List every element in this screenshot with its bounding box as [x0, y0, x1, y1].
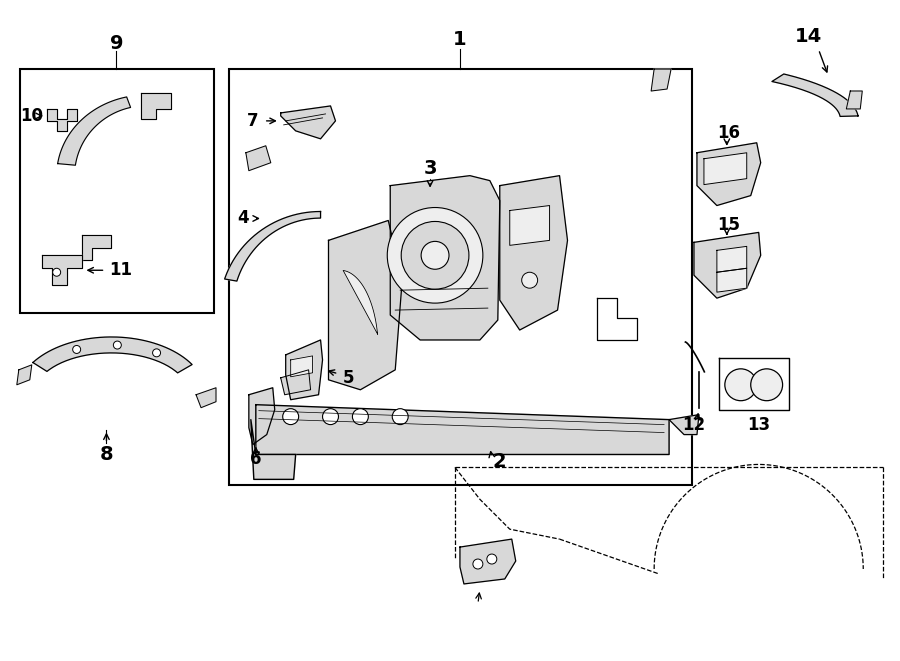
- Polygon shape: [246, 146, 271, 171]
- Circle shape: [522, 272, 537, 288]
- Polygon shape: [248, 388, 274, 444]
- Polygon shape: [669, 414, 699, 434]
- Polygon shape: [772, 74, 858, 116]
- Bar: [229, 69, 692, 485]
- Circle shape: [421, 241, 449, 269]
- Text: 14: 14: [795, 26, 822, 46]
- Polygon shape: [17, 365, 32, 385]
- Polygon shape: [285, 340, 322, 400]
- Polygon shape: [697, 143, 760, 206]
- Circle shape: [283, 408, 299, 424]
- Polygon shape: [33, 337, 192, 373]
- Text: 16: 16: [717, 124, 741, 142]
- Text: 9: 9: [110, 34, 123, 53]
- Polygon shape: [225, 212, 320, 281]
- Text: 13: 13: [747, 416, 770, 434]
- Polygon shape: [47, 109, 76, 131]
- Circle shape: [392, 408, 409, 424]
- Polygon shape: [694, 233, 760, 298]
- Circle shape: [401, 221, 469, 289]
- Text: 10: 10: [21, 107, 43, 125]
- Circle shape: [53, 268, 60, 276]
- Polygon shape: [717, 247, 747, 272]
- Polygon shape: [704, 153, 747, 184]
- Circle shape: [322, 408, 338, 424]
- Polygon shape: [460, 539, 516, 584]
- Circle shape: [487, 554, 497, 564]
- Text: 3: 3: [423, 159, 436, 178]
- Text: 11: 11: [110, 261, 132, 279]
- Circle shape: [73, 346, 81, 354]
- Text: 1: 1: [453, 30, 467, 49]
- Polygon shape: [281, 370, 310, 395]
- Polygon shape: [82, 235, 112, 260]
- Polygon shape: [717, 268, 747, 292]
- Polygon shape: [598, 298, 637, 340]
- Polygon shape: [196, 388, 216, 408]
- Circle shape: [153, 349, 160, 357]
- Text: 4: 4: [238, 210, 248, 227]
- Polygon shape: [41, 255, 82, 285]
- Polygon shape: [256, 405, 669, 455]
- Polygon shape: [509, 206, 550, 245]
- Circle shape: [724, 369, 757, 401]
- Text: 2: 2: [493, 452, 507, 471]
- Text: 12: 12: [682, 416, 706, 434]
- Polygon shape: [343, 270, 377, 334]
- Bar: [20, 69, 214, 313]
- Polygon shape: [251, 420, 296, 479]
- Circle shape: [353, 408, 368, 424]
- Polygon shape: [652, 69, 671, 91]
- Polygon shape: [391, 176, 500, 340]
- Circle shape: [387, 208, 483, 303]
- Text: 6: 6: [250, 450, 262, 469]
- Polygon shape: [846, 91, 862, 109]
- Polygon shape: [719, 358, 788, 410]
- Polygon shape: [58, 97, 130, 165]
- Circle shape: [472, 559, 483, 569]
- Circle shape: [751, 369, 783, 401]
- Text: 7: 7: [248, 112, 259, 130]
- Text: 15: 15: [717, 216, 741, 235]
- Polygon shape: [291, 356, 312, 377]
- Polygon shape: [281, 106, 336, 139]
- Polygon shape: [500, 176, 568, 330]
- Polygon shape: [328, 221, 402, 390]
- Text: 5: 5: [343, 369, 354, 387]
- Polygon shape: [141, 93, 171, 119]
- Circle shape: [113, 341, 122, 349]
- Text: 8: 8: [100, 445, 113, 464]
